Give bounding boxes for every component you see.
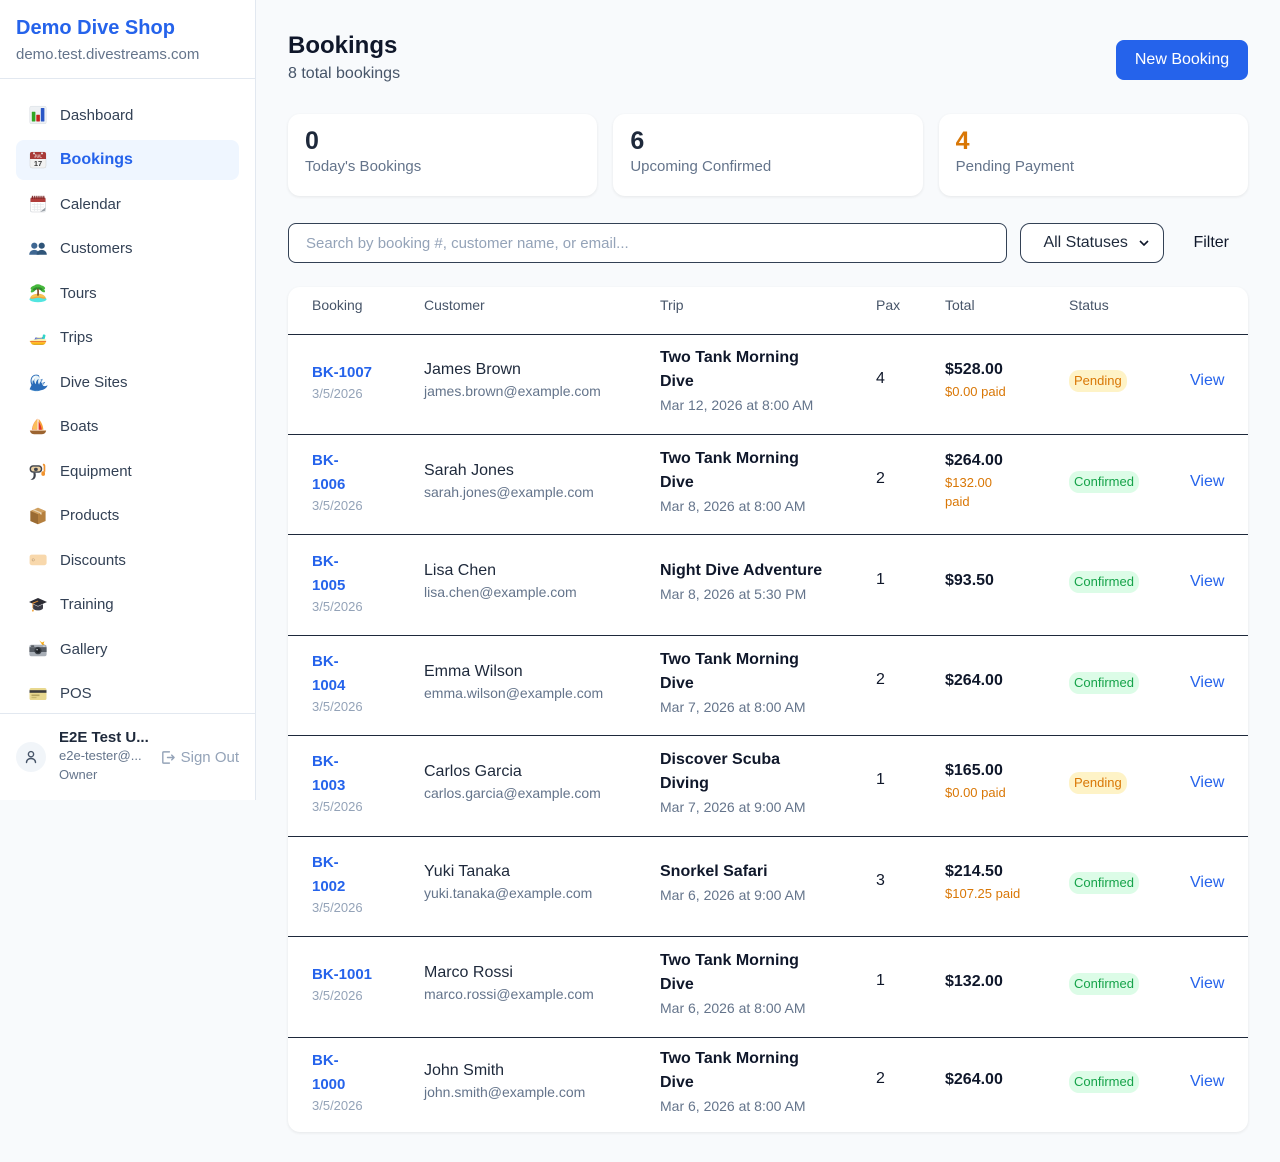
- svg-text:JUL: JUL: [34, 153, 42, 158]
- svg-text:17: 17: [34, 159, 42, 168]
